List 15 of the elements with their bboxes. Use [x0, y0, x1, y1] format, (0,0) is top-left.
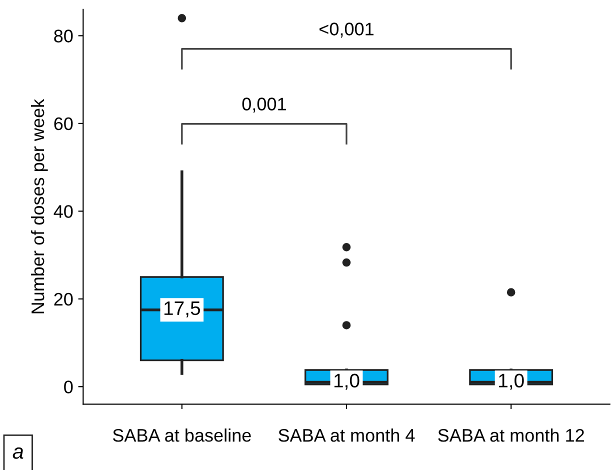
text: a [12, 447, 24, 459]
x-tick-label: SABA at month 4 [278, 428, 415, 442]
y-tick-label: 20 [54, 292, 73, 306]
text: 17,5 [164, 302, 200, 318]
annotation: <0,001 [320, 22, 374, 38]
y-axis-title: Number of doses per week [30, 98, 48, 314]
y-tick-label: 0 [64, 380, 73, 394]
annotation: 0,001 [242, 98, 286, 113]
y-tick-label: 60 [54, 117, 73, 130]
text: 1,0 [334, 374, 360, 390]
y-tick-label: 40 [54, 205, 73, 218]
x-tick-label: SABA at month 12 [438, 428, 584, 442]
x-tick-label: SABA at baseline [112, 428, 251, 442]
text: 1,0 [499, 374, 524, 390]
y-tick-label: 80 [54, 30, 73, 42]
